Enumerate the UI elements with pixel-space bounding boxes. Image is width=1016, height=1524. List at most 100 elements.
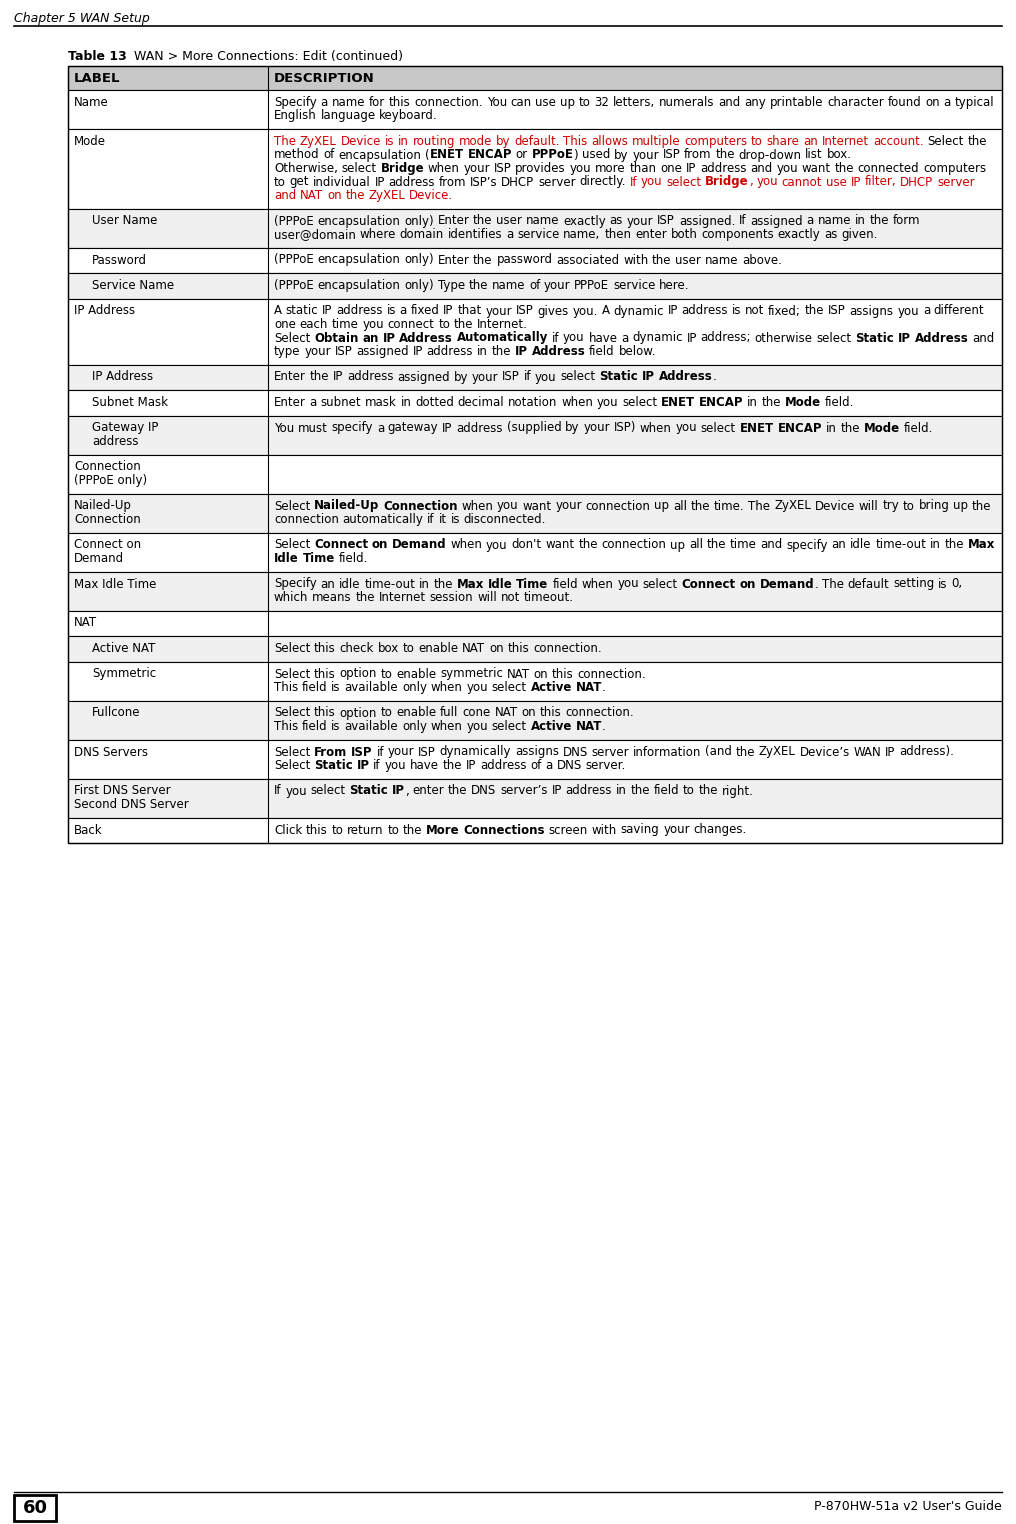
Text: domain: domain	[399, 229, 444, 241]
Text: from: from	[684, 148, 711, 162]
Text: NAT: NAT	[300, 189, 323, 203]
Text: Demand: Demand	[760, 578, 814, 590]
Text: Time: Time	[516, 578, 549, 590]
Text: gateway: gateway	[388, 422, 439, 434]
Text: only): only)	[404, 215, 434, 227]
Text: IP: IP	[686, 162, 696, 175]
Text: Service Name: Service Name	[92, 279, 174, 293]
Text: your: your	[388, 745, 415, 759]
Text: Demand: Demand	[392, 538, 447, 552]
Text: this: this	[539, 707, 562, 719]
Text: available: available	[344, 681, 398, 693]
Text: address: address	[92, 434, 138, 448]
Text: name: name	[818, 215, 851, 227]
Text: IP: IP	[466, 759, 477, 773]
Text: Fullcone: Fullcone	[92, 707, 140, 719]
Text: notation: notation	[508, 396, 558, 408]
Text: This: This	[563, 136, 587, 148]
Text: that: that	[457, 305, 482, 317]
Text: different: different	[934, 305, 985, 317]
Text: A: A	[601, 305, 610, 317]
Text: connection: connection	[274, 514, 339, 526]
Text: the: the	[967, 136, 987, 148]
Bar	[68, 739, 1002, 779]
Text: DNS: DNS	[471, 785, 497, 797]
Text: IP: IP	[322, 305, 332, 317]
Text: IP: IP	[850, 175, 862, 189]
Text: address: address	[427, 344, 473, 358]
Text: the: the	[715, 148, 735, 162]
Text: assigns: assigns	[849, 305, 894, 317]
Text: you: you	[676, 422, 697, 434]
Text: service: service	[613, 279, 655, 293]
Text: letters,: letters,	[613, 96, 655, 110]
Text: select: select	[817, 332, 851, 344]
Text: and: and	[718, 96, 741, 110]
Text: with: with	[592, 823, 617, 837]
Text: your: your	[544, 279, 571, 293]
Text: time: time	[729, 538, 757, 552]
Text: Select: Select	[274, 707, 310, 719]
Text: Enter: Enter	[438, 215, 469, 227]
Text: (PPPoE: (PPPoE	[274, 215, 314, 227]
Text: not: not	[501, 591, 520, 604]
Text: the: the	[473, 215, 493, 227]
Text: on: on	[327, 189, 341, 203]
Text: which: which	[274, 591, 309, 604]
Text: want: want	[522, 500, 552, 512]
Text: computers: computers	[924, 162, 987, 175]
Text: the: the	[840, 422, 860, 434]
Text: Gateway IP: Gateway IP	[92, 422, 158, 434]
Text: full: full	[440, 707, 458, 719]
Text: both: both	[671, 229, 697, 241]
Text: field: field	[302, 681, 327, 693]
Text: when: when	[561, 396, 593, 408]
Bar	[68, 390, 1002, 416]
Text: routing: routing	[412, 136, 455, 148]
Text: IP: IP	[687, 332, 697, 344]
Bar	[68, 817, 1002, 843]
Text: address: address	[481, 759, 526, 773]
Text: cannot: cannot	[782, 175, 822, 189]
Bar	[68, 701, 1002, 739]
Text: and: and	[972, 332, 995, 344]
Text: Device.: Device.	[409, 189, 453, 203]
Text: Bridge: Bridge	[381, 162, 424, 175]
Text: this: this	[508, 642, 529, 655]
Text: static: static	[285, 305, 318, 317]
Text: Mode: Mode	[74, 136, 106, 148]
Text: the: the	[310, 370, 329, 384]
Text: address: address	[388, 175, 435, 189]
Text: Idle: Idle	[488, 578, 513, 590]
Text: user@domain: user@domain	[274, 229, 356, 241]
Text: name: name	[526, 215, 560, 227]
Text: Otherwise,: Otherwise,	[274, 162, 338, 175]
Text: Table 13: Table 13	[68, 50, 127, 62]
Text: Time: Time	[303, 552, 334, 565]
Text: IP: IP	[357, 759, 370, 773]
Text: 32: 32	[594, 96, 610, 110]
Text: you: you	[563, 332, 584, 344]
Text: Device: Device	[340, 136, 381, 148]
Text: below.: below.	[619, 344, 656, 358]
Bar	[14, 1495, 56, 1521]
Text: (PPPoE: (PPPoE	[274, 253, 314, 267]
Text: field.: field.	[338, 552, 368, 565]
Text: of: of	[323, 148, 334, 162]
Text: .: .	[602, 719, 606, 733]
Text: the: the	[691, 500, 710, 512]
Text: ISP): ISP)	[614, 422, 636, 434]
Text: Chapter 5 WAN Setup: Chapter 5 WAN Setup	[14, 12, 149, 24]
Text: in: in	[826, 422, 837, 434]
Text: IP: IP	[412, 344, 423, 358]
Text: components: components	[701, 229, 774, 241]
Text: default: default	[847, 578, 889, 590]
Text: the: the	[805, 305, 824, 317]
Bar	[68, 364, 1002, 390]
Text: to: to	[402, 642, 415, 655]
Text: option: option	[339, 668, 377, 681]
Text: a: a	[923, 305, 930, 317]
Text: keyboard.: keyboard.	[379, 110, 438, 122]
Text: you: you	[285, 785, 307, 797]
Text: if: if	[373, 759, 381, 773]
